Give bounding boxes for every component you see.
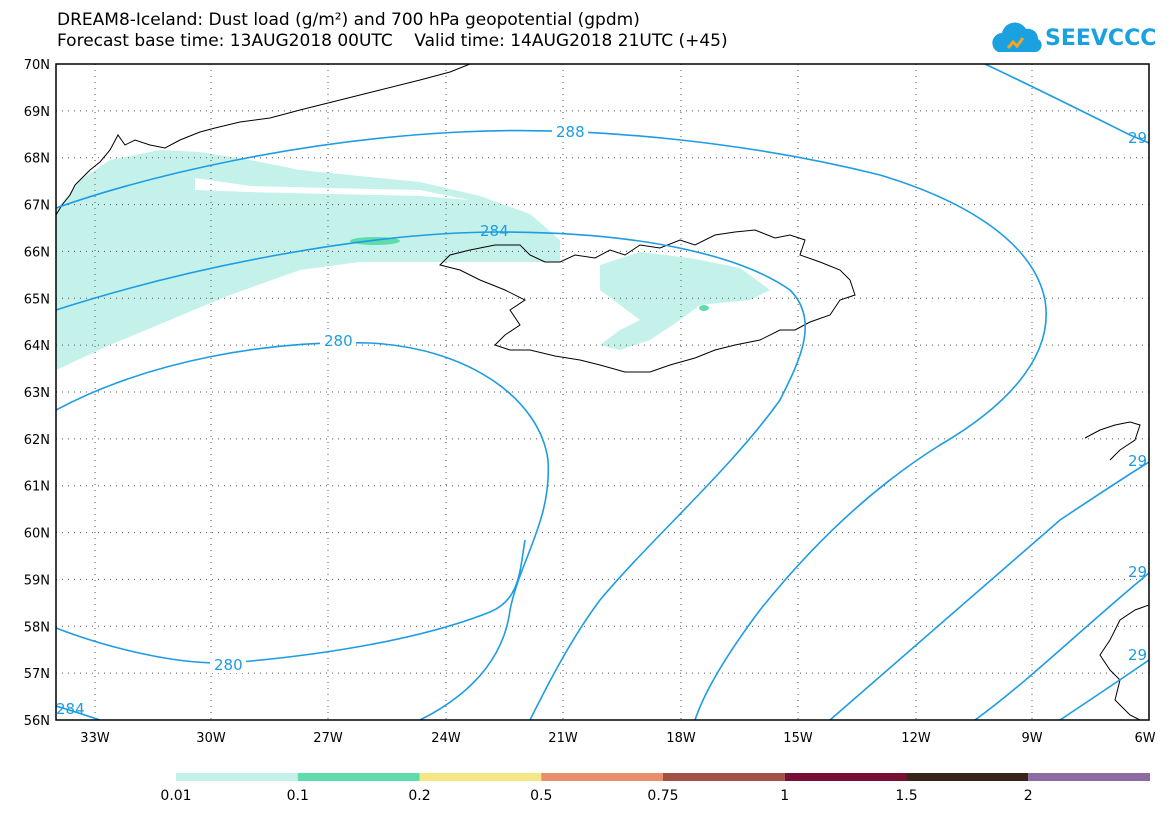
legend-label: 0.01 <box>160 788 191 804</box>
color-legend: 0.01 0.1 0.2 0.5 0.75 1 1.5 2 <box>160 773 1150 804</box>
legend-label: 0.2 <box>408 788 430 804</box>
contour-label-group: 288 284 280 280 284 29 29 29 29 <box>56 122 1147 718</box>
contour-label-292-e1: 29 <box>1128 452 1147 470</box>
lon-label: 18W <box>666 731 696 746</box>
lat-label: 60N <box>24 527 50 542</box>
map-frame <box>55 63 1150 721</box>
contour-292-e2 <box>974 572 1149 720</box>
legend-label: 2 <box>1024 788 1033 804</box>
iceland-coast <box>439 229 856 373</box>
contour-label-280-south: 280 <box>214 656 243 674</box>
contour-292-e1 <box>829 461 1149 720</box>
lat-label: 64N <box>24 339 50 354</box>
greenland-coast <box>56 64 471 216</box>
lon-label: 30W <box>196 731 226 746</box>
lat-label: 69N <box>24 105 50 120</box>
scotland-coast <box>1099 604 1149 720</box>
map-title: DREAM8-Iceland: Dust load (g/m²) and 700… <box>57 10 640 30</box>
legend-swatch <box>297 773 420 781</box>
lon-label: 9W <box>1021 731 1042 746</box>
lat-label: 57N <box>24 667 50 682</box>
legend-swatch <box>419 773 542 781</box>
faroe-shetland-coast <box>1084 421 1141 461</box>
legend-swatch <box>663 773 785 781</box>
legend-label: 0.5 <box>530 788 552 804</box>
lon-label: 27W <box>313 731 343 746</box>
cloud-icon <box>992 22 1042 52</box>
lat-label: 68N <box>24 152 50 167</box>
graticule <box>56 64 1149 720</box>
lat-label: 65N <box>24 292 50 307</box>
lon-label: 6W <box>1134 731 1155 746</box>
coastlines <box>56 64 1149 720</box>
contour-292-e3 <box>1059 659 1149 720</box>
legend-label: 1 <box>780 788 789 804</box>
contour-292-ne <box>984 64 1149 144</box>
lon-label: 24W <box>431 731 461 746</box>
legend-swatch <box>541 773 663 781</box>
legend-swatch <box>784 773 907 781</box>
contour-label-284-south: 284 <box>56 700 85 718</box>
lat-label: 61N <box>24 480 50 495</box>
dust-load-shading <box>56 150 770 370</box>
lat-label: 62N <box>24 433 50 448</box>
seevccc-logo: SEEVCCC <box>990 18 1165 60</box>
legend-label: 0.75 <box>647 788 678 804</box>
lat-label: 58N <box>24 620 50 635</box>
contour-label-292-e3: 29 <box>1128 646 1147 664</box>
geopotential-contours <box>56 64 1149 720</box>
lat-label: 67N <box>24 199 50 214</box>
lon-label: 33W <box>80 731 110 746</box>
contour-label-288: 288 <box>556 123 585 141</box>
latitude-labels: 70N 69N 68N 67N 66N 65N 64N 63N 62N 61N 60N 59N 58N 5… <box>24 58 50 729</box>
lon-label: 12W <box>901 731 931 746</box>
map-subtitle: Forecast base time: 13AUG2018 00UTC Vali… <box>57 31 728 51</box>
lat-label: 59N <box>24 573 50 588</box>
contour-label-292-e2: 29 <box>1128 563 1147 581</box>
contour-280-south <box>56 539 526 664</box>
contour-284-south <box>56 705 101 720</box>
lat-label: 70N <box>24 58 50 73</box>
legend-swatch <box>906 773 1029 781</box>
contour-label-280-north: 280 <box>324 332 353 350</box>
lon-label: 15W <box>783 731 813 746</box>
legend-label: 0.1 <box>287 788 309 804</box>
lat-label: 63N <box>24 386 50 401</box>
contour-288 <box>56 129 1047 720</box>
lon-label: 21W <box>548 731 578 746</box>
lat-label: 56N <box>24 714 50 729</box>
legend-swatch <box>1028 773 1150 781</box>
longitude-labels: 33W 30W 27W 24W 21W 18W 15W 12W 9W 6W <box>80 731 1155 746</box>
logo-text: SEEVCCC <box>1045 26 1157 51</box>
legend-swatch <box>176 773 298 781</box>
legend-label: 1.5 <box>895 788 917 804</box>
contour-284 <box>56 231 806 720</box>
contour-280 <box>56 341 550 720</box>
lat-label: 66N <box>24 245 50 260</box>
contour-label-292-ne: 29 <box>1128 129 1147 147</box>
contour-label-284: 284 <box>480 222 509 240</box>
